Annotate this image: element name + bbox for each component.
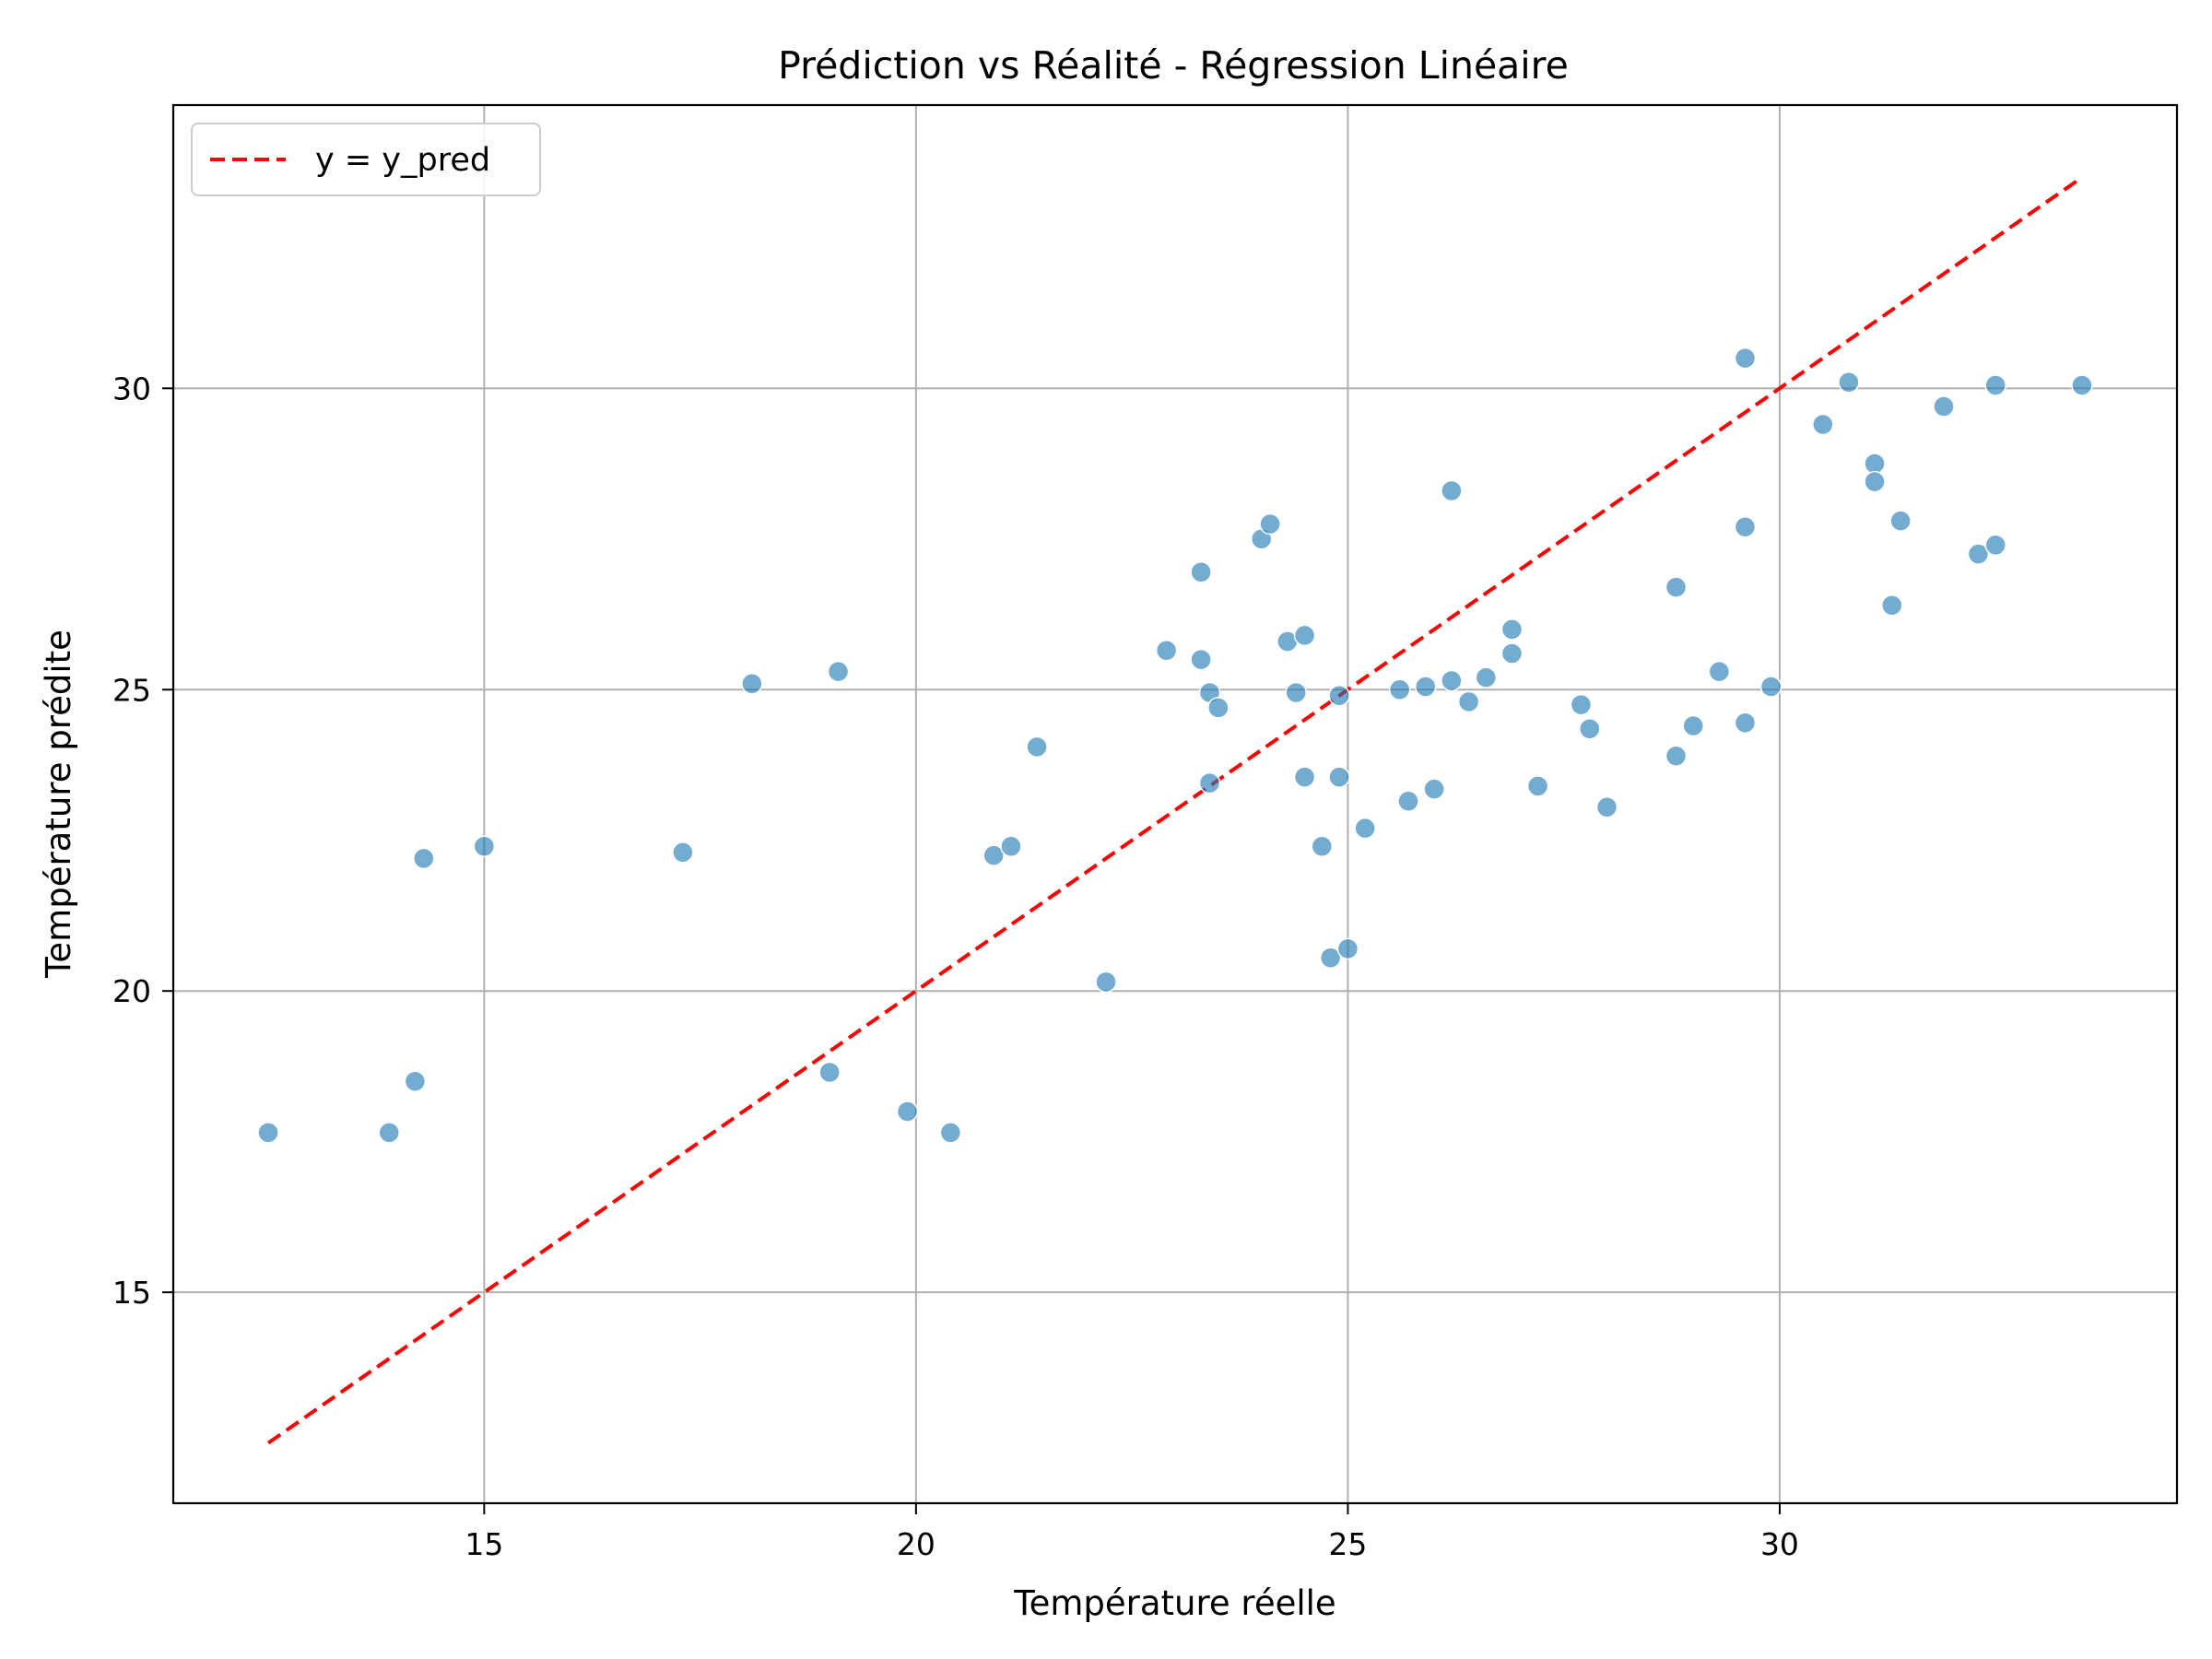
plot-frame: [171, 103, 2179, 1505]
legend: y = y_pred: [191, 123, 541, 196]
reference-line: [266, 175, 2084, 1445]
x-axis-label: Température réelle: [1013, 1583, 1335, 1623]
data-point: [1354, 817, 1376, 840]
y-tick-label: 15: [112, 1275, 151, 1311]
data-point: [1864, 470, 1886, 493]
data-point: [378, 1122, 401, 1144]
data-point: [1457, 690, 1480, 713]
data-points: [257, 347, 2093, 1144]
data-point: [1190, 648, 1212, 671]
data-point: [2071, 374, 2093, 396]
data-point: [1397, 790, 1419, 812]
y-tick-label: 25: [112, 672, 151, 708]
data-point: [1095, 971, 1117, 994]
data-point: [896, 1100, 919, 1123]
data-point: [1708, 660, 1731, 683]
y-tick-label: 20: [112, 973, 151, 1009]
data-point: [1579, 718, 1601, 740]
data-point: [827, 660, 850, 683]
axis-ticks: 15 20 25 30 15 20 25 30: [112, 371, 1799, 1562]
data-point: [1198, 771, 1221, 794]
data-point: [473, 835, 496, 858]
chart-title: Prédiction vs Réalité - Régression Linéa…: [778, 43, 1569, 88]
data-point: [1328, 766, 1350, 788]
x-tick-label: 25: [1328, 1526, 1367, 1562]
data-point: [1984, 374, 2006, 396]
data-point: [1415, 676, 1437, 698]
data-point: [1500, 618, 1524, 641]
data-point: [1881, 594, 1903, 617]
y-axis-label: Température prédite: [39, 629, 78, 979]
data-point: [404, 1070, 427, 1093]
data-point: [741, 672, 763, 695]
data-point: [1475, 666, 1498, 688]
data-point: [1759, 676, 1783, 698]
data-point: [1026, 735, 1048, 759]
data-point: [1682, 714, 1704, 737]
x-tick-label: 20: [897, 1526, 935, 1562]
data-point: [1388, 678, 1411, 701]
legend-box: [191, 123, 541, 196]
data-point: [1595, 796, 1618, 818]
data-point: [1423, 778, 1445, 800]
data-point: [1984, 534, 2006, 557]
data-point: [1311, 835, 1334, 858]
data-point: [818, 1061, 841, 1084]
data-point: [413, 847, 435, 870]
legend-label: y = y_pred: [315, 142, 490, 179]
data-point: [1526, 775, 1549, 797]
data-point: [1319, 947, 1342, 969]
data-point: [1441, 479, 1463, 502]
data-point: [1336, 937, 1359, 960]
data-point: [257, 1122, 279, 1144]
data-point: [1207, 697, 1230, 719]
data-point: [1889, 510, 1912, 532]
data-point: [1293, 766, 1316, 788]
data-point: [1967, 543, 1990, 565]
data-point: [1500, 642, 1524, 665]
data-point: [1665, 745, 1688, 767]
data-point: [1259, 512, 1281, 535]
data-point: [1864, 453, 1886, 475]
data-point: [1441, 669, 1463, 692]
y-tick-label: 30: [112, 371, 151, 406]
data-point: [1570, 693, 1593, 716]
data-point: [1328, 685, 1350, 707]
data-point: [1734, 347, 1757, 370]
data-point: [939, 1122, 962, 1144]
x-tick-label: 30: [1760, 1526, 1799, 1562]
x-tick-label: 15: [465, 1526, 503, 1562]
data-point: [1190, 561, 1212, 583]
data-point: [1734, 515, 1757, 538]
data-point: [1933, 395, 1955, 418]
data-point: [672, 841, 694, 864]
grid: [173, 105, 2177, 1503]
data-point: [1838, 371, 1860, 394]
data-point: [1000, 835, 1022, 858]
data-point: [1812, 413, 1834, 436]
data-point: [1155, 640, 1178, 662]
data-point: [1293, 624, 1316, 647]
data-point: [982, 844, 1005, 866]
data-point: [1734, 712, 1757, 734]
data-point: [1665, 576, 1688, 598]
data-point: [1285, 681, 1307, 704]
